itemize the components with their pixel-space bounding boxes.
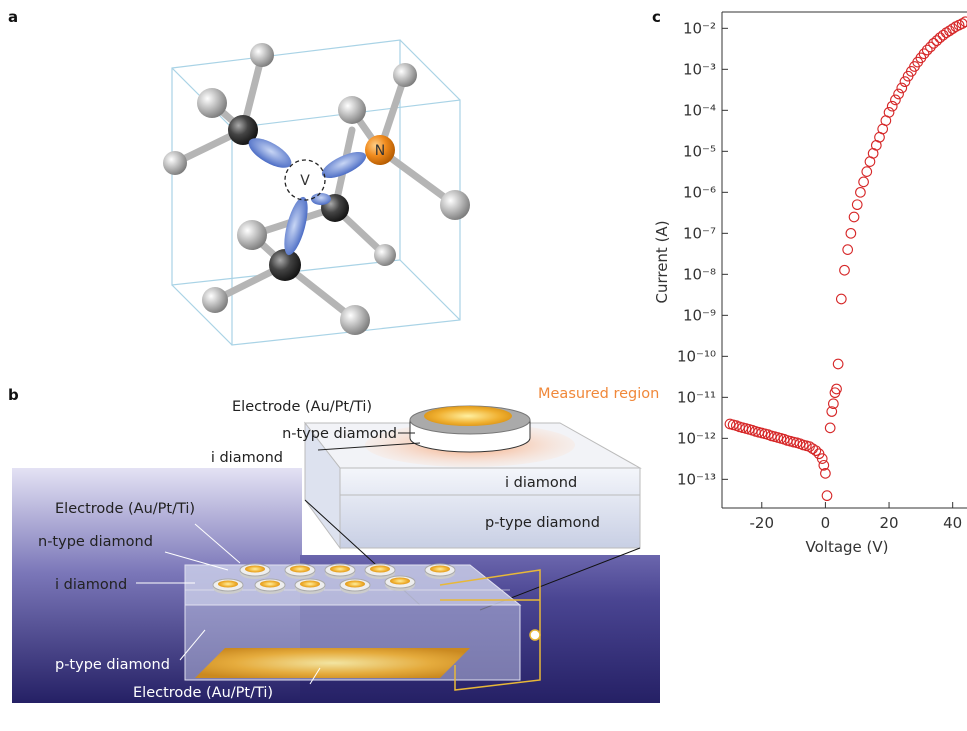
- data-point: [828, 398, 839, 410]
- inset-block: [303, 405, 642, 550]
- disk-gold: [330, 565, 350, 573]
- n-type-label: n-type diamond: [282, 426, 397, 442]
- disk-gold: [290, 565, 310, 573]
- x-tick-label: 20: [879, 514, 898, 532]
- panel-label: c: [652, 8, 661, 26]
- data-point: [839, 264, 850, 276]
- p-type-label: p-type diamond: [485, 515, 600, 531]
- data-point: [821, 490, 833, 502]
- data-point: [928, 37, 939, 49]
- data-point: [896, 82, 908, 94]
- data-point: [831, 383, 842, 395]
- data-point: [921, 44, 933, 56]
- y-tick-label: 10⁻⁷: [683, 224, 716, 242]
- panel-label: a: [8, 8, 18, 26]
- electrode-label: Electrode (Au/Pt/Ti): [55, 501, 195, 517]
- x-axis-label: Voltage (V): [806, 538, 889, 556]
- disk-gold: [345, 580, 365, 588]
- p-type-label: p-type diamond: [55, 657, 170, 673]
- y-tick-label: 10⁻⁵: [683, 142, 716, 160]
- data-point: [842, 244, 854, 255]
- data-point: [890, 94, 901, 106]
- data-points: [724, 16, 967, 502]
- data-point: [807, 443, 819, 455]
- data-point: [918, 48, 930, 60]
- disk-gold: [430, 565, 450, 573]
- data-point: [835, 293, 847, 305]
- data-point: [893, 88, 904, 100]
- data-point: [883, 107, 895, 118]
- data-point: [899, 76, 911, 88]
- electrode-disks: [212, 563, 456, 594]
- leader-lines: [136, 523, 321, 685]
- data-point: [820, 467, 831, 479]
- y-tick-label: 10⁻⁴: [683, 101, 716, 119]
- data-point: [861, 166, 873, 177]
- electrode-label: Electrode (Au/Pt/Ti): [232, 399, 372, 415]
- plot: [721, 11, 967, 509]
- y-tick-label: 10⁻¹²: [677, 429, 716, 447]
- data-point: [886, 100, 898, 112]
- y-tick-label: 10⁻¹³: [677, 470, 716, 488]
- data-point: [826, 406, 838, 417]
- y-tick-label: 10⁻³: [683, 60, 716, 78]
- data-point: [810, 445, 822, 457]
- y-tick-label: 10⁻⁸: [683, 265, 716, 283]
- data-point: [824, 422, 836, 434]
- y-tick-label: 10⁻¹⁰: [677, 347, 716, 365]
- data-point: [931, 35, 943, 47]
- i-diamond-label: i diamond: [55, 577, 127, 593]
- data-point: [818, 459, 830, 471]
- i-diamond-label: i diamond: [211, 450, 283, 466]
- data-point: [947, 23, 959, 35]
- data-point: [855, 186, 866, 198]
- atoms: [163, 43, 470, 335]
- i-diamond-label: i diamond: [505, 475, 577, 491]
- data-point: [832, 358, 844, 370]
- x-tick-label: 0: [821, 514, 831, 532]
- n-type-label: n-type diamond: [38, 534, 153, 550]
- electrode-label: Electrode (Au/Pt/Ti): [133, 685, 273, 701]
- nitrogen-label: N: [375, 143, 385, 159]
- data-point: [848, 211, 860, 223]
- disk-gold: [260, 580, 280, 588]
- data-point: [858, 176, 869, 188]
- disk-gold: [245, 565, 265, 573]
- measured-region-label: Measured region: [538, 386, 659, 402]
- disk-gold: [218, 580, 238, 588]
- y-tick-label: 10⁻⁹: [683, 306, 716, 324]
- disk-gold: [300, 580, 320, 588]
- disk-gold: [390, 577, 410, 585]
- x-tick-label: 40: [943, 514, 962, 532]
- data-point: [816, 453, 828, 464]
- data-point: [845, 227, 857, 239]
- disk-gold: [370, 565, 390, 573]
- data-point: [925, 41, 936, 53]
- y-axis-label: Current (A): [653, 220, 671, 303]
- vacancy-label: V: [300, 173, 310, 189]
- data-point: [960, 16, 967, 28]
- y-tick-label: 10⁻¹¹: [677, 388, 716, 406]
- y-tick-label: 10⁻⁶: [683, 183, 716, 201]
- x-tick-label: -20: [750, 514, 775, 532]
- panel-label: b: [8, 386, 19, 404]
- unit-cell: [171, 39, 461, 346]
- data-point: [851, 199, 863, 211]
- y-tick-label: 10⁻²: [683, 19, 716, 37]
